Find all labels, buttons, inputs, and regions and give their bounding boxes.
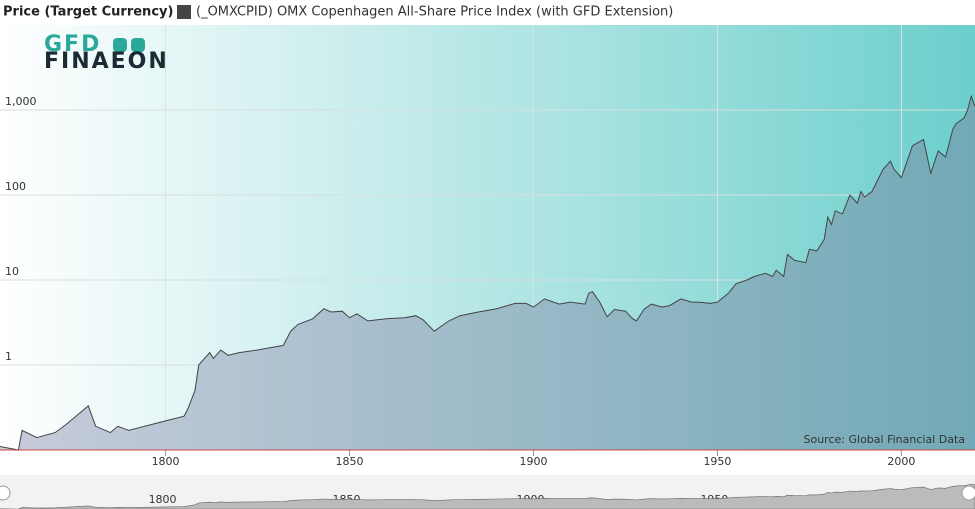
navigator-handle[interactable] <box>0 485 11 501</box>
logo-leaf <box>113 38 127 52</box>
x-tick-label: 1800 <box>152 455 180 468</box>
logo: FINAEON <box>44 49 169 74</box>
x-tick-label: 1850 <box>336 455 364 468</box>
logo: GFD <box>44 32 101 57</box>
area <box>0 96 975 451</box>
x-tick-label: 2000 <box>887 455 915 468</box>
y-tick-label: 1,000 <box>5 95 37 108</box>
y-tick-label: 100 <box>5 180 26 193</box>
chart-title: Price (Target Currency) <box>3 5 173 20</box>
y-tick-label: 10 <box>5 265 19 278</box>
navigator-handle[interactable] <box>961 485 975 501</box>
source: Source: Global Financial Data <box>804 433 966 446</box>
x-tick-label: 1900 <box>519 455 547 468</box>
navigator-series <box>0 483 975 509</box>
legend-swatch[interactable] <box>177 5 191 19</box>
logo-leaf <box>131 38 145 52</box>
legend-label[interactable]: (_OMXCPID) OMX Copenhagen All-Share Pric… <box>196 5 673 20</box>
y-tick-label: 1 <box>5 350 12 363</box>
navigator-label: 1800 <box>149 493 177 506</box>
x-tick-label: 1950 <box>703 455 731 468</box>
series-line <box>0 94 975 451</box>
